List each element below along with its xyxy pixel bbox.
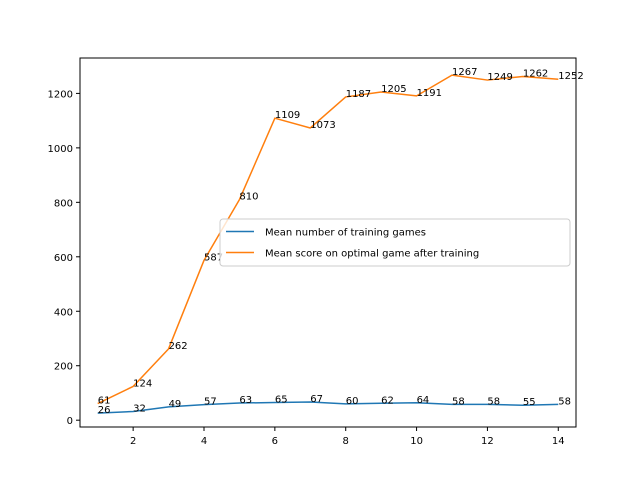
y-tick-label-800: 800: [54, 198, 73, 209]
series-line-1: [97, 401, 559, 414]
y-tick-label-1200: 1200: [48, 89, 73, 100]
data-label-s1-3: 49: [169, 399, 182, 410]
data-label-s2-2: 124: [133, 378, 152, 389]
data-label-s1-6: 65: [275, 394, 288, 405]
x-tick-label-8: 8: [343, 436, 349, 447]
data-label-s1-8: 60: [346, 396, 359, 407]
data-label-layer: 26 32 49 57 63 65 67 60 62 64 58 58 55 58 61 124 262 587 8…: [98, 67, 584, 416]
data-label-s1-4: 57: [204, 397, 217, 408]
data-label-s1-9: 62: [381, 395, 394, 406]
x-tick-label-4: 4: [201, 436, 207, 447]
data-label-s1-10: 64: [417, 395, 430, 406]
y-tick-label-400: 400: [54, 307, 73, 318]
data-label-s2-11: 1267: [452, 67, 477, 78]
series-line-2: [97, 74, 559, 405]
plot-frame: [79, 57, 577, 428]
data-label-s2-10: 1191: [417, 88, 442, 99]
y-tick-label-200: 200: [54, 362, 73, 373]
legend-label-series-2: Mean score on optimal game after trainin…: [265, 249, 479, 260]
data-label-s1-5: 63: [239, 395, 252, 406]
data-label-s2-1: 61: [98, 396, 111, 407]
data-label-s1-1: 26: [98, 405, 111, 416]
x-tick-label-12: 12: [481, 436, 494, 447]
data-label-s1-11: 58: [452, 396, 465, 407]
data-label-s2-8: 1187: [346, 89, 371, 100]
data-label-s2-4: 587: [204, 252, 223, 263]
legend: Mean number of training games Mean score…: [219, 218, 571, 267]
data-label-s1-13: 55: [523, 397, 536, 408]
data-label-s2-14: 1252: [558, 71, 583, 82]
data-label-s1-7: 67: [310, 394, 323, 405]
y-tick-label-0: 0: [67, 416, 73, 427]
x-tick-label-10: 10: [410, 436, 423, 447]
data-label-s2-9: 1205: [381, 84, 406, 95]
y-tick-label-1000: 1000: [48, 144, 73, 155]
data-label-s2-13: 1262: [523, 69, 548, 80]
data-label-s1-14: 58: [558, 396, 571, 407]
y-tick-label-600: 600: [54, 253, 73, 264]
legend-label-series-1: Mean number of training games: [265, 228, 426, 239]
data-label-s2-3: 262: [169, 341, 188, 352]
data-label-s2-6: 1109: [275, 110, 300, 121]
x-tick-label-6: 6: [272, 436, 278, 447]
x-tick-label-14: 14: [552, 436, 565, 447]
data-label-s1-12: 58: [487, 396, 500, 407]
series-layer: [97, 74, 559, 414]
data-label-s1-2: 32: [133, 403, 146, 414]
legend-box: [219, 218, 571, 267]
data-label-s2-5: 810: [239, 192, 258, 203]
data-label-s2-7: 1073: [310, 120, 335, 131]
data-label-s2-12: 1249: [487, 72, 512, 83]
x-tick-label-2: 2: [130, 436, 136, 447]
